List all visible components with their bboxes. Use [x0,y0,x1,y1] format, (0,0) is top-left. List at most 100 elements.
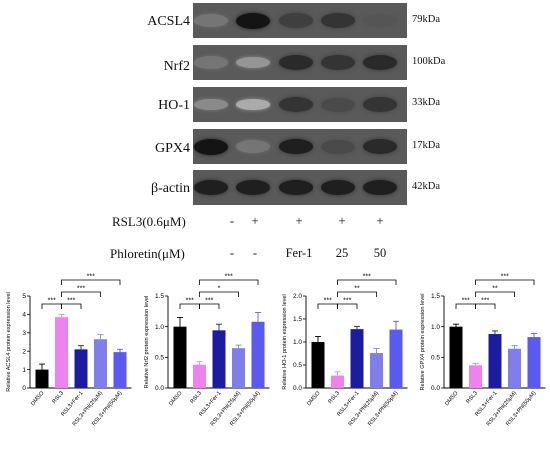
y-tick-label: 1.0 [431,324,440,331]
y-tick-label: 0.0 [155,385,164,392]
treatment-value: Fer-1 [285,246,313,260]
significance-bracket [337,291,377,297]
blot-band [236,140,270,153]
bar [370,353,383,388]
blot-band [363,13,397,28]
significance-bracket [61,291,101,297]
x-tick-label: DMSO [444,390,460,407]
kda-nrf2: 100kDa [412,56,446,67]
bar [193,364,206,388]
significance-bracket [179,303,200,309]
blot-band [236,99,270,110]
treatment-value: + [338,214,346,228]
significance-bracket [317,303,338,309]
treatment-value: - [229,246,235,260]
blot-band [279,179,313,196]
significance-label: * [218,286,221,293]
y-tick-label: 2 [22,348,26,355]
blot-band [279,97,313,112]
blot-band [321,55,355,70]
y-tick-label: 0.0 [431,385,440,392]
bar [94,339,107,388]
bar [74,349,88,388]
y-tick-label: 1.5 [293,316,302,323]
blot-band [279,54,313,71]
y-tick-label: 2.0 [293,293,302,300]
bar [389,329,403,388]
blot-row-nrf2 [193,45,407,80]
bar [331,375,344,388]
significance-label: *** [67,298,75,305]
blot-band [194,56,228,69]
blot-band [321,97,355,112]
bar [251,321,265,388]
blot-band [194,98,228,111]
x-tick-label: DMSO [306,390,322,407]
significance-label: *** [77,286,85,293]
y-tick-label: 1.0 [155,324,164,331]
significance-label: *** [205,298,213,305]
significance-bracket [199,279,259,285]
blot-row-gpx4 [193,129,407,164]
significance-label: *** [87,274,95,281]
blot-band [236,12,270,29]
x-tick-label: RSL3 [327,390,341,405]
blot-band [363,54,397,71]
chart-gpx4: Relative GPX4 protein expression level 0.… [420,274,546,427]
bar [350,329,364,388]
treatment-label-phloretin: Phloretin(μM) [110,246,185,261]
treatment-value: 50 [373,246,387,260]
significance-label: *** [324,298,332,305]
y-tick-label: 4 [22,312,26,319]
blot-band [363,138,397,155]
x-tick-label: RSL3 [465,390,479,405]
x-tick-label: RSL3 [189,390,203,405]
kda-beta-actin: 42kDa [412,181,440,192]
significance-label: ** [492,286,498,293]
blot-band [321,13,355,28]
significance-bracket [337,303,358,309]
blot-row-acsl4 [193,3,407,38]
bar [527,337,541,388]
y-axis-label: Relative HO-1 protein expression level [282,294,288,389]
y-axis-label: Relative ACSL4 protein expression level [6,292,12,392]
blot-band [363,179,397,196]
bar [469,365,482,388]
significance-label: *** [225,274,233,281]
significance-label: *** [186,298,194,305]
significance-bracket [61,303,82,309]
significance-bracket [475,291,515,297]
blot-band [279,13,313,28]
blot-label-gpx4: GPX4 [154,141,190,156]
y-tick-label: 1 [22,367,26,374]
treatment-value: - [252,246,258,260]
chart-ho1: Relative HO-1 protein expression level 0.… [282,274,408,427]
blot-band [321,179,355,196]
significance-label: *** [462,298,470,305]
significance-label: *** [501,274,509,281]
significance-bracket [475,279,535,285]
treatment-value: + [376,214,384,228]
y-tick-label: 0.0 [293,385,302,392]
bar [212,330,226,388]
y-tick-label: 1.5 [155,293,164,300]
bar [449,326,463,388]
blot-label-beta-actin: β-actin [151,181,190,196]
significance-label: *** [343,298,351,305]
blot-row-ho1 [193,87,407,122]
blot-band [321,139,355,154]
bar [173,326,187,388]
treatment-value: + [295,214,303,228]
bar [311,342,325,388]
bar [35,369,49,388]
significance-bracket [455,303,476,309]
y-axis-label: Relative Nrf2 protein expression level [144,296,150,389]
significance-label: ** [354,286,360,293]
bar [488,334,502,388]
x-tick-label: RSL3 [51,390,65,405]
blot-row-beta-actin [193,170,407,205]
y-tick-label: 0.5 [431,355,440,362]
blot-band [194,179,228,196]
bar [113,352,127,388]
significance-label: *** [48,298,56,305]
